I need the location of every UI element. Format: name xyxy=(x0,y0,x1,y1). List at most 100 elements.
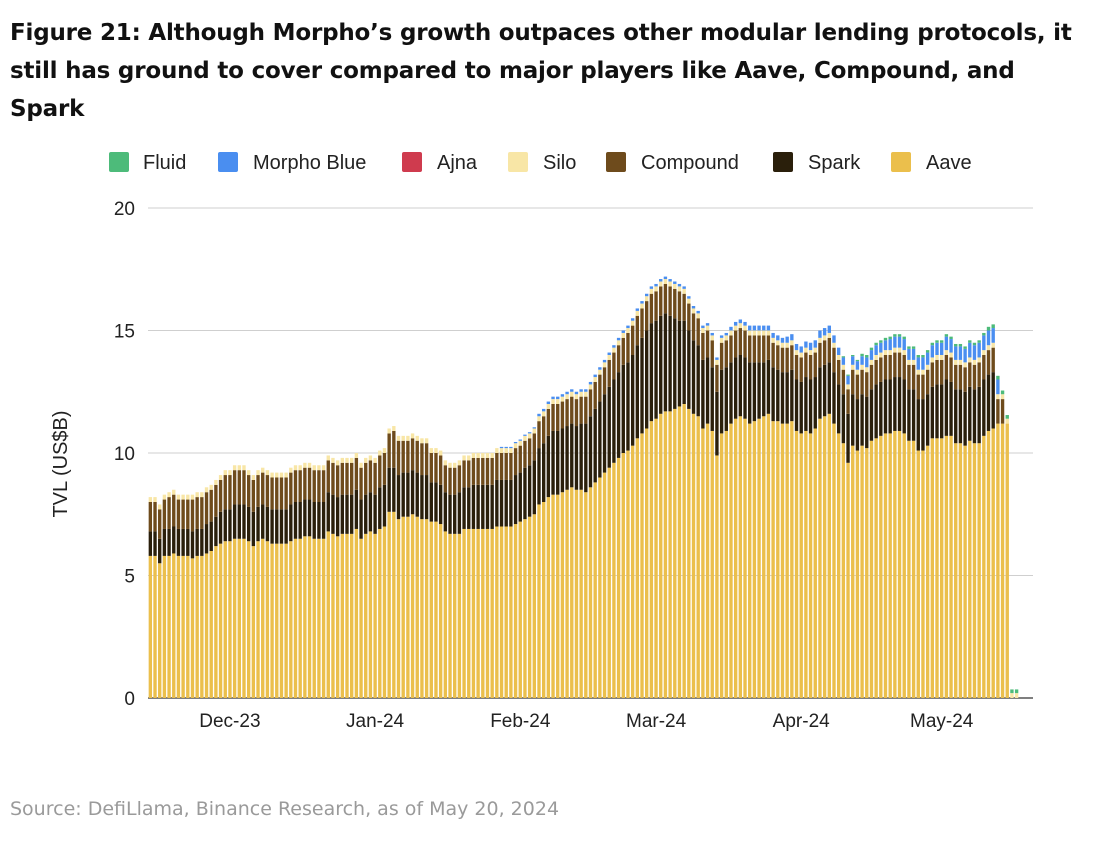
bar-segment-aave xyxy=(968,440,972,698)
bar-segment-silo xyxy=(757,330,761,336)
bar-segment-spark xyxy=(911,389,916,441)
bar-segment-spark xyxy=(293,502,298,539)
bar-segment-aave xyxy=(570,487,574,698)
bar-segment-compound xyxy=(410,438,415,471)
chart-legend: Fluid Morpho Blue Ajna Silo Compound Spark Aav… xyxy=(109,152,972,174)
bar-segment-spark xyxy=(593,408,597,483)
bar-segment-aave xyxy=(424,519,429,698)
bar-segment-aave xyxy=(289,541,293,698)
bar-segment-aave xyxy=(162,555,167,698)
bar-segment-silo xyxy=(541,411,546,417)
bar-stack xyxy=(897,334,902,698)
bar-segment-compound xyxy=(209,489,213,522)
bar-segment-morpho-blue xyxy=(682,286,686,289)
bar-segment-fluid xyxy=(874,342,878,346)
bar-segment-spark xyxy=(841,394,846,444)
bar-segment-aave xyxy=(223,541,227,698)
bar-segment-compound xyxy=(373,462,377,495)
bar-stack xyxy=(588,381,593,698)
bar-segment-silo xyxy=(640,303,644,309)
bar-segment-aave xyxy=(888,433,892,698)
bar-segment-spark xyxy=(982,379,986,436)
bar-segment-silo xyxy=(602,362,607,368)
bar-stack xyxy=(345,457,349,698)
bar-segment-spark xyxy=(214,516,218,547)
bar-segment-silo xyxy=(307,462,312,468)
bar-stack xyxy=(593,374,597,698)
bar-segment-compound xyxy=(401,440,405,473)
bar-segment-aave xyxy=(776,421,780,698)
bar-stack xyxy=(963,346,967,698)
bar-segment-compound xyxy=(813,352,817,378)
bar-segment-compound xyxy=(256,475,260,507)
bar-segment-morpho-blue xyxy=(696,310,700,314)
bar-segment-compound xyxy=(289,472,293,505)
bar-segment-silo xyxy=(874,355,878,360)
bar-segment-compound xyxy=(485,457,490,485)
bar-segment-spark xyxy=(172,526,176,554)
figure-title: Figure 21: Although Morpho’s growth outp… xyxy=(10,20,1072,122)
bar-segment-silo xyxy=(822,335,827,341)
bar-stack xyxy=(340,457,345,698)
bar-segment-aave xyxy=(284,543,288,698)
bar-segment-spark xyxy=(513,475,518,525)
bar-segment-spark xyxy=(485,484,490,529)
bar-segment-silo xyxy=(181,494,185,500)
bar-segment-silo xyxy=(701,328,705,333)
bar-segment-compound xyxy=(663,283,668,314)
bar-segment-spark xyxy=(242,504,246,539)
bar-stack xyxy=(321,465,326,698)
bar-stack xyxy=(204,487,209,698)
bar-stack xyxy=(570,389,574,698)
bar-segment-compound xyxy=(954,364,958,390)
bar-segment-silo xyxy=(869,359,874,365)
bar-segment-aave xyxy=(574,489,579,698)
bar-segment-silo xyxy=(687,298,691,304)
bar-stack xyxy=(265,470,270,698)
bar-stack xyxy=(579,389,583,698)
bar-segment-morpho-blue xyxy=(921,357,925,370)
bar-segment-aave xyxy=(701,428,705,698)
bar-segment-silo xyxy=(453,462,457,468)
bar-segment-compound xyxy=(467,460,471,488)
bar-segment-silo xyxy=(860,364,864,370)
bar-segment-spark xyxy=(851,394,855,446)
bar-segment-compound xyxy=(499,453,504,480)
bar-segment-morpho-blue xyxy=(780,337,785,343)
bar-stack xyxy=(696,310,700,698)
bar-segment-morpho-blue xyxy=(612,345,616,348)
bar-segment-aave xyxy=(181,555,185,698)
bar-segment-compound xyxy=(570,396,574,424)
bar-segment-silo xyxy=(499,448,504,453)
bar-segment-compound xyxy=(579,396,583,424)
bar-segment-fluid xyxy=(982,332,986,336)
bar-segment-compound xyxy=(897,352,902,378)
bar-segment-compound xyxy=(827,337,831,363)
bar-stack xyxy=(621,330,625,698)
bar-stack xyxy=(719,335,724,698)
bar-segment-aave xyxy=(766,413,771,698)
bar-stack xyxy=(832,335,836,698)
bar-segment-compound xyxy=(851,369,855,395)
bar-segment-fluid xyxy=(930,342,935,346)
bar-segment-silo xyxy=(364,457,368,463)
bar-segment-compound xyxy=(902,355,906,380)
bar-segment-silo xyxy=(996,394,1000,400)
bar-segment-aave xyxy=(457,533,462,698)
bar-stack xyxy=(256,470,260,698)
bar-segment-silo xyxy=(560,396,565,402)
bar-segment-compound xyxy=(214,484,218,517)
bar-segment-aave xyxy=(410,514,415,698)
bar-segment-aave xyxy=(687,408,691,698)
bar-segment-compound xyxy=(364,462,368,495)
bar-segment-morpho-blue xyxy=(841,357,846,365)
bar-segment-morpho-blue xyxy=(541,408,546,412)
bar-segment-spark xyxy=(968,386,972,441)
bar-segment-aave xyxy=(944,435,949,698)
bar-segment-silo xyxy=(593,377,597,382)
bar-segment-compound xyxy=(602,367,607,395)
bar-stack xyxy=(911,346,916,698)
bar-stack xyxy=(701,325,705,698)
bar-stack xyxy=(251,475,256,698)
bar-segment-fluid xyxy=(925,350,930,353)
